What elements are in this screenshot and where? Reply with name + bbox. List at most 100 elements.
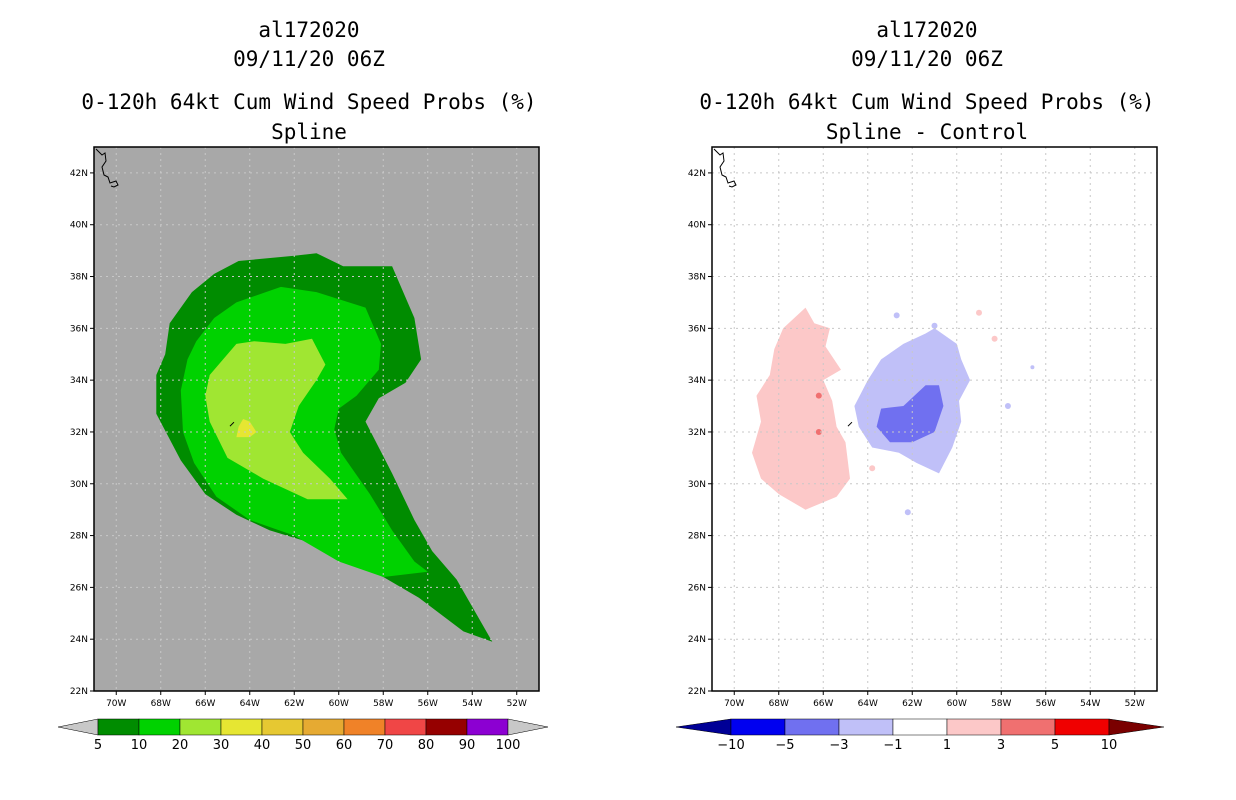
y-tick-label: 26N — [70, 583, 88, 593]
contour-speckle — [976, 309, 982, 316]
colorbar-arrow-low — [675, 718, 732, 736]
x-tick-label: 56W — [1036, 699, 1056, 709]
storm-id: al172020 — [258, 18, 360, 42]
colorbar-swatch — [730, 718, 786, 736]
y-tick-label: 26N — [688, 583, 706, 593]
colorbar-arrow-low — [57, 718, 99, 736]
colorbar-label: 5 — [1051, 738, 1059, 753]
chart-title: 0-120h 64kt Cum Wind Speed Probs (%) — [699, 90, 1155, 114]
x-tick-label: 70W — [724, 699, 744, 709]
y-tick-label: 36N — [70, 324, 88, 334]
difference-map: 70W 68W 66W 64W 62W 60W 58W 56W 54W 52W 22N 24N 26N 2… — [675, 146, 1165, 753]
probability-panel: al172020 09/11/20 06Z 0-120h 64kt Cum Wi… — [57, 18, 549, 753]
x-tick-label: 52W — [507, 699, 527, 709]
y-tick-label: 28N — [688, 532, 706, 542]
x-tick-label: 62W — [902, 699, 922, 709]
colorbar-swatch — [138, 718, 181, 736]
y-tick-label: 36N — [688, 324, 706, 334]
contour-speckle — [815, 392, 822, 399]
y-tick-label: 38N — [70, 273, 88, 283]
x-tick-label: 62W — [284, 699, 304, 709]
x-tick-label: 66W — [813, 699, 833, 709]
contour-speckle — [869, 465, 876, 472]
chart-title: 0-120h 64kt Cum Wind Speed Probs (%) — [81, 90, 537, 114]
x-tick-label: 68W — [769, 699, 789, 709]
colorbar-label: −5 — [775, 738, 794, 753]
x-tick-label: 54W — [1080, 699, 1100, 709]
colorbar-arrow-high — [1108, 718, 1165, 736]
colorbar-label: 10 — [131, 738, 148, 753]
colorbar-swatch — [220, 718, 263, 736]
colorbar-label: 20 — [172, 738, 189, 753]
x-tick-label: 64W — [858, 699, 878, 709]
colorbar-label: 1 — [943, 738, 951, 753]
x-tick-label: 58W — [373, 699, 393, 709]
y-tick-label: 22N — [688, 687, 706, 697]
colorbar-label: 50 — [295, 738, 312, 753]
contour-speckle — [1030, 365, 1035, 370]
colorbar-label: 80 — [418, 738, 435, 753]
chart-subtitle: Spline - Control — [825, 120, 1029, 144]
colorbar-label: 100 — [496, 738, 521, 753]
y-tick-label: 40N — [688, 221, 706, 231]
datetime: 09/11/20 06Z — [233, 47, 385, 71]
x-tick-label: 58W — [991, 699, 1011, 709]
colorbar-label: −1 — [883, 738, 902, 753]
colorbar-label: 60 — [336, 738, 353, 753]
x-tick-label: 64W — [240, 699, 260, 709]
coastline — [95, 148, 119, 188]
y-tick-label: 40N — [70, 221, 88, 231]
y-tick-label: 28N — [70, 532, 88, 542]
x-tick-label: 54W — [462, 699, 482, 709]
datetime: 09/11/20 06Z — [851, 47, 1003, 71]
x-tick-label: 66W — [195, 699, 215, 709]
colorbar-label: 70 — [377, 738, 394, 753]
y-tick-label: 32N — [70, 428, 88, 438]
colorbar-swatch — [343, 718, 386, 736]
colorbar-label: 3 — [997, 738, 1005, 753]
x-tick-label: 56W — [418, 699, 438, 709]
storm-id: al172020 — [876, 18, 978, 42]
contour-speckle — [1004, 403, 1011, 410]
colorbar-swatch — [1054, 718, 1110, 736]
island-marker — [847, 421, 853, 427]
contour-20-30 — [205, 338, 348, 500]
plot-frame — [711, 146, 1158, 692]
colorbar-swatch — [892, 718, 948, 736]
y-tick-label: 42N — [70, 169, 88, 179]
colorbar-swatch — [384, 718, 427, 736]
y-tick-label: 22N — [70, 687, 88, 697]
contour-speckle — [815, 428, 822, 435]
island-marker — [229, 421, 235, 427]
colorbar-label: 10 — [1101, 738, 1118, 753]
contour-30-40 — [236, 419, 257, 438]
x-tick-label: 70W — [106, 699, 126, 709]
x-tick-label: 52W — [1125, 699, 1145, 709]
contour-1-3 — [752, 307, 850, 510]
colorbar-swatch — [838, 718, 894, 736]
colorbar-label: −10 — [717, 738, 744, 753]
y-tick-label: 34N — [70, 376, 88, 386]
difference-panel: al172020 09/11/20 06Z 0-120h 64kt Cum Wi… — [618, 0, 1236, 800]
colorbar-label: 40 — [254, 738, 271, 753]
contour-speckle — [904, 509, 911, 516]
coastline — [713, 148, 737, 188]
probability-map: 70W 68W 66W 64W 62W 60W 58W 56W 54W 52W 22N 24N 26N 2… — [57, 146, 549, 753]
y-tick-label: 34N — [688, 376, 706, 386]
colorbar-arrow-high — [507, 718, 549, 736]
colorbar-swatch — [946, 718, 1002, 736]
colorbar-label: 5 — [94, 738, 102, 753]
y-tick-label: 24N — [70, 635, 88, 645]
contour--5--3 — [876, 385, 944, 443]
y-tick-label: 32N — [688, 428, 706, 438]
colorbar-swatch — [425, 718, 468, 736]
colorbar-swatch — [784, 718, 840, 736]
contour-speckle — [931, 322, 938, 329]
colorbar-swatch — [1000, 718, 1056, 736]
y-tick-label: 30N — [70, 480, 88, 490]
plot-frame — [93, 146, 540, 692]
y-tick-label: 38N — [688, 273, 706, 283]
colorbar-swatch — [179, 718, 222, 736]
x-tick-label: 60W — [329, 699, 349, 709]
x-tick-label: 60W — [947, 699, 967, 709]
